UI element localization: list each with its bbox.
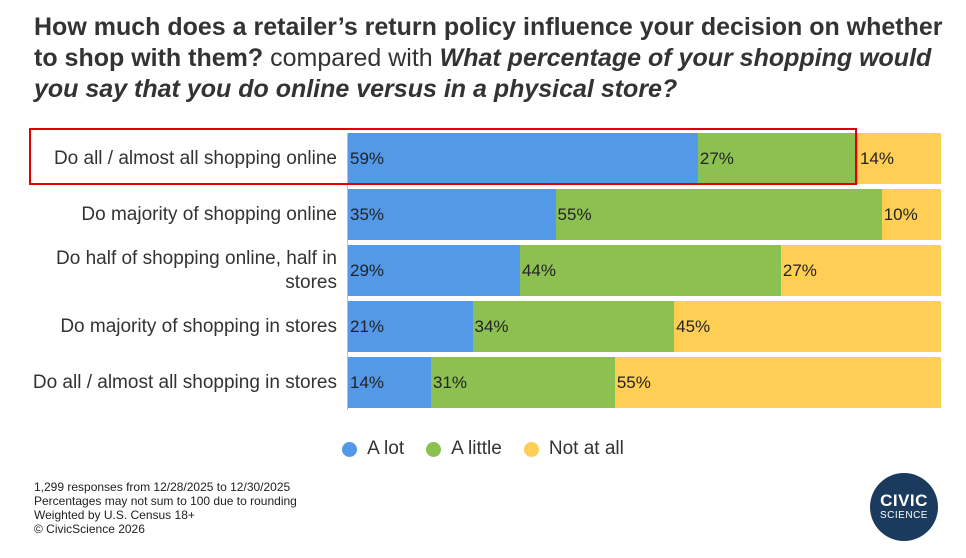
bar-value-label: 31%	[433, 372, 468, 392]
bar-value-label: 10%	[883, 204, 918, 224]
bar-value-label: 45%	[676, 316, 711, 336]
legend-label-a-lot: A lot	[367, 438, 405, 459]
bar-value-label: 27%	[699, 148, 734, 168]
legend-item-a-little: A little	[426, 438, 502, 460]
highlight-box	[29, 128, 857, 185]
bar-a-little	[472, 301, 675, 352]
legend: A lot A little Not at all	[0, 438, 966, 460]
title-question-2: What percentage of your shopping would y…	[34, 44, 932, 103]
logo-line-2: SCIENCE	[880, 510, 928, 521]
bar-value-label: 29%	[350, 260, 385, 280]
bar-value-label: 44%	[521, 260, 556, 280]
bar-a-lot	[348, 133, 698, 184]
bar-value-label: 55%	[616, 372, 651, 392]
legend-label-not-at-all: Not at all	[548, 438, 624, 459]
category-label: Do all / almost all shopping in stores	[32, 371, 337, 393]
bar-value-label: 27%	[782, 260, 817, 280]
bar-value-label: 14%	[350, 372, 385, 392]
category-label: Do all / almost all shopping online	[53, 147, 337, 169]
footnotes: 1,299 responses from 12/28/2025 to 12/30…	[34, 480, 297, 536]
bar-value-label: 55%	[557, 204, 592, 224]
bar-a-little	[697, 133, 858, 184]
bar-not-at-all	[857, 133, 941, 184]
legend-item-a-lot: A lot	[342, 438, 404, 460]
bar-value-label: 59%	[350, 148, 385, 168]
bar-a-lot	[348, 189, 556, 240]
legend-item-not-at-all: Not at all	[523, 438, 624, 460]
bar-value-label: 14%	[859, 148, 894, 168]
axis-line	[347, 133, 348, 410]
category-label: Do majority of shopping online	[81, 203, 337, 225]
legend-label-a-little: A little	[451, 438, 502, 459]
bar-value-label: 34%	[474, 316, 509, 336]
note-rounding: Percentages may not sum to 100 due to ro…	[34, 494, 297, 508]
bar-a-lot	[348, 245, 520, 296]
note-responses: 1,299 responses from 12/28/2025 to 12/30…	[34, 480, 291, 494]
bar-a-little	[555, 189, 882, 240]
bar-not-at-all	[780, 245, 941, 296]
note-weighting: Weighted by U.S. Census 18+	[34, 508, 195, 522]
legend-dot-not-at-all	[523, 441, 539, 457]
title-connector: compared with	[270, 44, 433, 72]
bar-not-at-all	[674, 301, 941, 352]
bar-value-label: 35%	[350, 204, 385, 224]
note-copyright: © CivicScience 2026	[34, 522, 145, 536]
legend-dot-a-little	[426, 441, 442, 457]
category-label: Do half of shopping online, half in stor…	[56, 247, 337, 293]
bar-a-little	[519, 245, 781, 296]
civicscience-logo: CIVIC SCIENCE	[870, 473, 938, 541]
legend-dot-a-lot	[342, 441, 358, 457]
bar-value-label: 21%	[350, 316, 385, 336]
bar-a-little	[431, 357, 615, 408]
bar-a-lot	[348, 301, 473, 352]
category-label: Do majority of shopping in stores	[60, 315, 337, 337]
chart-title: How much does a retailer’s return policy…	[34, 12, 944, 105]
logo-line-1: CIVIC	[880, 491, 928, 510]
title-question-1: How much does a retailer’s return policy…	[34, 13, 943, 72]
bar-not-at-all	[881, 189, 941, 240]
bar-a-lot	[348, 357, 432, 408]
bar-not-at-all	[614, 357, 941, 408]
